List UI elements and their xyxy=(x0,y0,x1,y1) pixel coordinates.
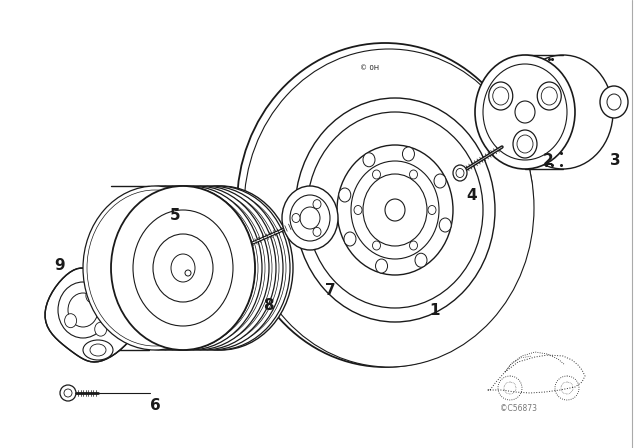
Text: 8: 8 xyxy=(262,297,273,313)
Ellipse shape xyxy=(513,55,613,169)
Ellipse shape xyxy=(83,186,227,350)
Ellipse shape xyxy=(83,340,113,360)
Ellipse shape xyxy=(372,241,381,250)
Text: ©C56873: ©C56873 xyxy=(500,404,537,413)
Ellipse shape xyxy=(363,153,375,167)
Ellipse shape xyxy=(354,206,362,215)
Ellipse shape xyxy=(376,259,388,273)
Ellipse shape xyxy=(90,186,234,350)
Text: 9: 9 xyxy=(54,258,65,272)
Ellipse shape xyxy=(453,165,467,181)
Ellipse shape xyxy=(68,293,98,327)
Text: 1: 1 xyxy=(429,302,440,318)
Ellipse shape xyxy=(537,82,561,110)
Ellipse shape xyxy=(428,206,436,215)
Ellipse shape xyxy=(292,214,300,223)
Ellipse shape xyxy=(410,170,417,179)
Ellipse shape xyxy=(363,174,427,246)
Ellipse shape xyxy=(300,207,320,229)
Polygon shape xyxy=(45,268,141,362)
Ellipse shape xyxy=(489,82,513,110)
Ellipse shape xyxy=(90,344,106,356)
Ellipse shape xyxy=(372,170,381,179)
Ellipse shape xyxy=(337,145,453,275)
Ellipse shape xyxy=(171,254,195,282)
Ellipse shape xyxy=(307,112,483,308)
Ellipse shape xyxy=(237,43,533,367)
Ellipse shape xyxy=(58,282,108,338)
Ellipse shape xyxy=(215,244,235,266)
Ellipse shape xyxy=(282,186,338,250)
Ellipse shape xyxy=(118,186,262,350)
Ellipse shape xyxy=(439,218,451,232)
Ellipse shape xyxy=(415,253,427,267)
Ellipse shape xyxy=(139,186,283,350)
Text: © 0H: © 0H xyxy=(360,65,380,71)
Ellipse shape xyxy=(475,55,575,169)
Ellipse shape xyxy=(244,49,534,367)
Ellipse shape xyxy=(344,232,356,246)
Ellipse shape xyxy=(146,186,290,350)
Text: 6: 6 xyxy=(150,397,161,413)
Ellipse shape xyxy=(600,86,628,118)
Ellipse shape xyxy=(290,195,330,241)
Ellipse shape xyxy=(313,227,321,237)
Text: 7: 7 xyxy=(324,283,335,297)
Ellipse shape xyxy=(111,186,255,350)
Text: 4: 4 xyxy=(467,188,477,202)
Ellipse shape xyxy=(339,188,351,202)
Text: 2: 2 xyxy=(543,152,554,168)
Ellipse shape xyxy=(313,200,321,209)
Ellipse shape xyxy=(410,241,417,250)
Ellipse shape xyxy=(153,234,213,302)
Ellipse shape xyxy=(403,147,415,161)
Ellipse shape xyxy=(149,186,293,350)
Ellipse shape xyxy=(60,385,76,401)
Ellipse shape xyxy=(351,161,439,259)
Ellipse shape xyxy=(515,101,535,123)
Ellipse shape xyxy=(104,186,248,350)
Ellipse shape xyxy=(434,174,446,188)
Ellipse shape xyxy=(513,130,537,158)
Ellipse shape xyxy=(125,186,269,350)
Text: 5: 5 xyxy=(170,207,180,223)
Ellipse shape xyxy=(185,270,191,276)
Ellipse shape xyxy=(295,98,495,322)
Text: 3: 3 xyxy=(610,152,620,168)
Ellipse shape xyxy=(86,289,98,303)
Ellipse shape xyxy=(132,186,276,350)
Ellipse shape xyxy=(133,210,233,326)
Ellipse shape xyxy=(65,314,77,327)
Ellipse shape xyxy=(111,186,255,350)
Ellipse shape xyxy=(97,186,241,350)
Ellipse shape xyxy=(385,199,405,221)
Ellipse shape xyxy=(95,322,107,336)
